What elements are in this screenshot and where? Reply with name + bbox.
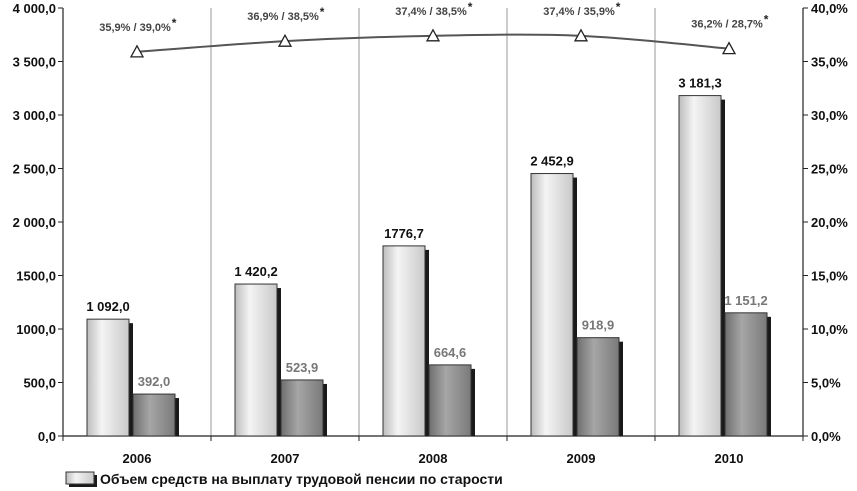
y2-tick-label: 5,0% <box>811 376 841 391</box>
y2-tick-label: 10,0% <box>811 322 848 337</box>
bar-secondary <box>576 337 620 437</box>
y-tick-label: 1000,0 <box>16 322 56 337</box>
bar-secondary-value-label: 664,6 <box>434 345 467 360</box>
y2-tick-label: 40,0% <box>811 1 848 16</box>
y-tick-label: 4 000,0 <box>13 1 56 16</box>
bar-secondary-value-label: 1 151,2 <box>724 293 767 308</box>
bar-primary-value-label: 1 420,2 <box>234 264 277 279</box>
x-tick-label: 2006 <box>123 451 152 466</box>
bar-secondary-value-label: 523,9 <box>286 360 319 375</box>
y2-tick-label: 15,0% <box>811 269 848 284</box>
bar-primary <box>678 95 722 437</box>
bar-primary-value-label: 3 181,3 <box>678 76 721 91</box>
y-tick-label: 3 000,0 <box>13 108 56 123</box>
x-tick-label: 2007 <box>271 451 300 466</box>
bar-primary <box>530 173 574 437</box>
bar-primary-value-label: 2 452,9 <box>530 154 573 169</box>
bar-primary-value-label: 1776,7 <box>384 226 424 241</box>
bar-secondary-value-label: 918,9 <box>582 318 615 333</box>
percent-marker <box>425 28 441 42</box>
bar-secondary <box>428 364 472 437</box>
legend: Объем средств на выплату трудовой пенсии… <box>65 471 503 487</box>
labels: 1 092,0 392,0 1 420,2 523,9 1776,7 664,6 2 452… <box>86 0 768 389</box>
percent-value-label: 36,2% / 28,7% <box>691 19 763 31</box>
footnote-star: * <box>320 5 325 19</box>
x-tick-label: 2009 <box>567 451 596 466</box>
footnote-star: * <box>616 0 621 14</box>
y2-tick-label: 25,0% <box>811 162 848 177</box>
bar-primary-value-label: 1 092,0 <box>86 299 129 314</box>
y2-tick-label: 30,0% <box>811 108 848 123</box>
y2-tick-label: 0,0% <box>811 429 841 444</box>
legend-swatch <box>65 471 95 485</box>
y-tick-label: 2 500,0 <box>13 162 56 177</box>
percent-marker <box>277 33 293 47</box>
bar-secondary <box>132 393 176 437</box>
y2-tick-label: 35,0% <box>811 55 848 70</box>
legend-label: Объем средств на выплату трудовой пенсии… <box>100 471 503 487</box>
bar-primary <box>382 245 426 437</box>
footnote-star: * <box>172 16 177 30</box>
percent-line <box>129 28 737 58</box>
percent-value-label: 35,9% / 39,0% <box>99 22 171 34</box>
footnote-star: * <box>764 13 769 27</box>
percent-marker <box>129 44 145 58</box>
percent-value-label: 36,9% / 38,5% <box>247 11 319 23</box>
footnote-star: * <box>468 0 473 14</box>
bar-secondary <box>724 312 768 437</box>
bar-primary <box>86 318 130 437</box>
bar-primary <box>234 283 278 437</box>
bar-secondary <box>280 379 324 437</box>
percent-value-label: 37,4% / 35,9% <box>543 6 615 18</box>
axes: 0,0 500,0 1000,0 1500,0 2 000,0 2 500,0 3 000,… <box>13 1 849 466</box>
y-tick-label: 1500,0 <box>16 269 56 284</box>
y-tick-label: 0,0 <box>38 429 56 444</box>
x-tick-label: 2010 <box>715 451 744 466</box>
y-tick-label: 3 500,0 <box>13 55 56 70</box>
y2-tick-label: 20,0% <box>811 215 848 230</box>
percent-marker <box>573 28 589 42</box>
bar-secondary-value-label: 392,0 <box>138 374 171 389</box>
bars <box>86 95 771 437</box>
percent-value-label: 37,4% / 38,5% <box>395 6 467 18</box>
y-tick-label: 500,0 <box>23 376 56 391</box>
y-tick-label: 2 000,0 <box>13 215 56 230</box>
x-tick-label: 2008 <box>419 451 448 466</box>
percent-marker <box>721 41 737 55</box>
grid <box>210 8 656 436</box>
